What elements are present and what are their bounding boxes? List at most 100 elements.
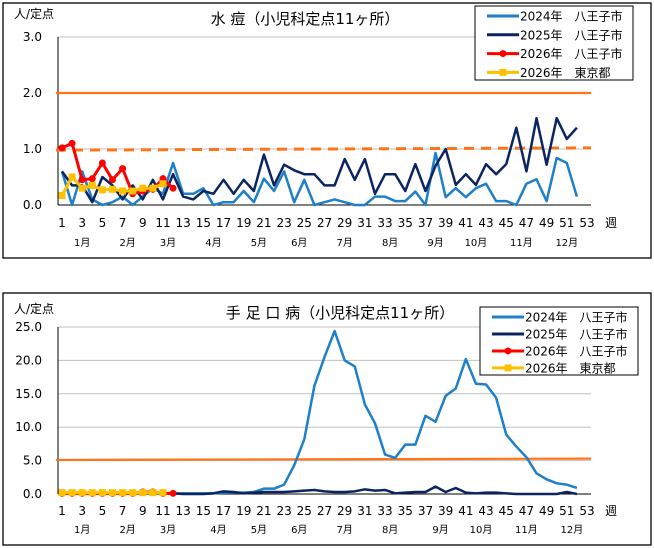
x-tick-label: 39 [438,216,453,230]
data-point-tokyo [108,489,116,497]
month-label: 12月 [560,524,583,536]
month-label: 6月 [291,237,307,249]
y-tick-label: 20.0 [15,353,42,367]
x-tick-label: 7 [119,216,127,230]
data-point-tokyo [108,185,116,193]
month-label: 4月 [205,237,221,249]
legend-label: 2026年 八王子市 [525,343,628,358]
month-label: 5月 [251,524,267,536]
month-label: 2月 [119,237,135,249]
x-tick-label: 5 [99,504,107,518]
data-point-tokyo [98,186,106,194]
x-tick-label: 17 [216,504,231,518]
legend-label: 2026年 八王子市 [520,46,623,61]
month-label: 11月 [515,524,538,536]
y-tick-label: 2.0 [23,86,42,100]
x-tick-label: 47 [519,216,534,230]
x-tick-label: 45 [499,504,514,518]
x-tick-label: 33 [377,504,392,518]
x-tick-label: 23 [276,504,291,518]
data-point-tokyo [68,173,76,181]
x-tick-label: 13 [176,216,191,230]
x-tick-label: 9 [139,504,147,518]
x-tick-label: 3 [78,216,86,230]
legend-marker [504,364,512,372]
x-tick-label: 43 [478,216,493,230]
data-point-tokyo [98,489,106,497]
x-tick-label: 41 [458,504,473,518]
legend-box [474,5,634,81]
x-tick-label: 37 [418,216,433,230]
data-point-y2026 [108,176,116,184]
x-tick-label: 29 [337,504,352,518]
data-point-tokyo [88,489,96,497]
x-axis-label: 週 [605,216,617,230]
x-tick-label: 49 [539,216,554,230]
legend-label: 2026年 東京都 [520,66,611,80]
month-label: 10月 [465,237,488,249]
legend-label: 2026年 東京都 [525,361,616,375]
month-label: 7月 [337,524,353,536]
y-tick-label: 10.0 [15,420,42,434]
legend-label: 2025年 八王子市 [520,27,623,42]
month-label: 3月 [160,524,176,536]
x-tick-label: 5 [99,216,107,230]
month-label: 1月 [74,237,90,249]
month-label: 6月 [291,524,307,536]
month-label: 12月 [555,237,578,249]
data-point-y2026 [88,175,96,183]
series-line-y2024 [60,151,579,207]
legend-label: 2025年 八王子市 [525,326,628,341]
x-tick-label: 47 [519,504,534,518]
month-label: 8月 [382,237,398,249]
data-point-y2026 [169,489,177,497]
x-tick-label: 51 [559,504,574,518]
month-label: 3月 [160,237,176,249]
x-tick-label: 35 [398,216,413,230]
month-label: 9月 [427,237,443,249]
data-point-y2026 [78,176,86,184]
data-point-tokyo [159,489,167,497]
y-tick-label: 0.0 [23,198,42,212]
y-tick-label: 0.0 [23,487,42,501]
x-tick-label: 1 [58,216,66,230]
month-label: 8月 [382,524,398,536]
data-point-tokyo [68,489,76,497]
data-point-y2026 [58,144,66,152]
data-point-y2026 [68,139,76,147]
x-tick-label: 11 [155,504,170,518]
x-tick-label: 25 [297,216,312,230]
y-tick-label: 25.0 [15,320,42,334]
x-tick-label: 3 [78,504,86,518]
y-tick-label: 15.0 [15,387,42,401]
x-tick-label: 13 [176,504,191,518]
x-tick-label: 43 [478,504,493,518]
month-label: 1月 [74,524,90,536]
data-point-tokyo [139,184,147,192]
x-tick-label: 27 [317,504,332,518]
legend-marker [504,347,512,355]
x-tick-label: 37 [418,504,433,518]
x-tick-label: 45 [499,216,514,230]
data-point-tokyo [139,489,147,497]
month-label: 5月 [251,237,267,249]
data-point-tokyo [78,489,86,497]
x-tick-label: 11 [155,216,170,230]
data-point-tokyo [129,187,137,195]
data-point-tokyo [149,184,157,192]
data-point-y2026 [98,159,106,167]
x-tick-label: 33 [377,216,392,230]
legend-marker [499,68,507,76]
month-label: 7月 [337,237,353,249]
month-label: 9月 [432,524,448,536]
x-tick-label: 35 [398,504,413,518]
month-label: 4月 [210,524,226,536]
x-tick-label: 21 [256,216,271,230]
data-point-tokyo [119,187,127,195]
alert-start-threshold-line [55,457,592,462]
data-point-tokyo [119,489,127,497]
data-point-y2026 [119,165,127,173]
x-tick-label: 19 [236,216,251,230]
data-point-tokyo [149,489,157,497]
